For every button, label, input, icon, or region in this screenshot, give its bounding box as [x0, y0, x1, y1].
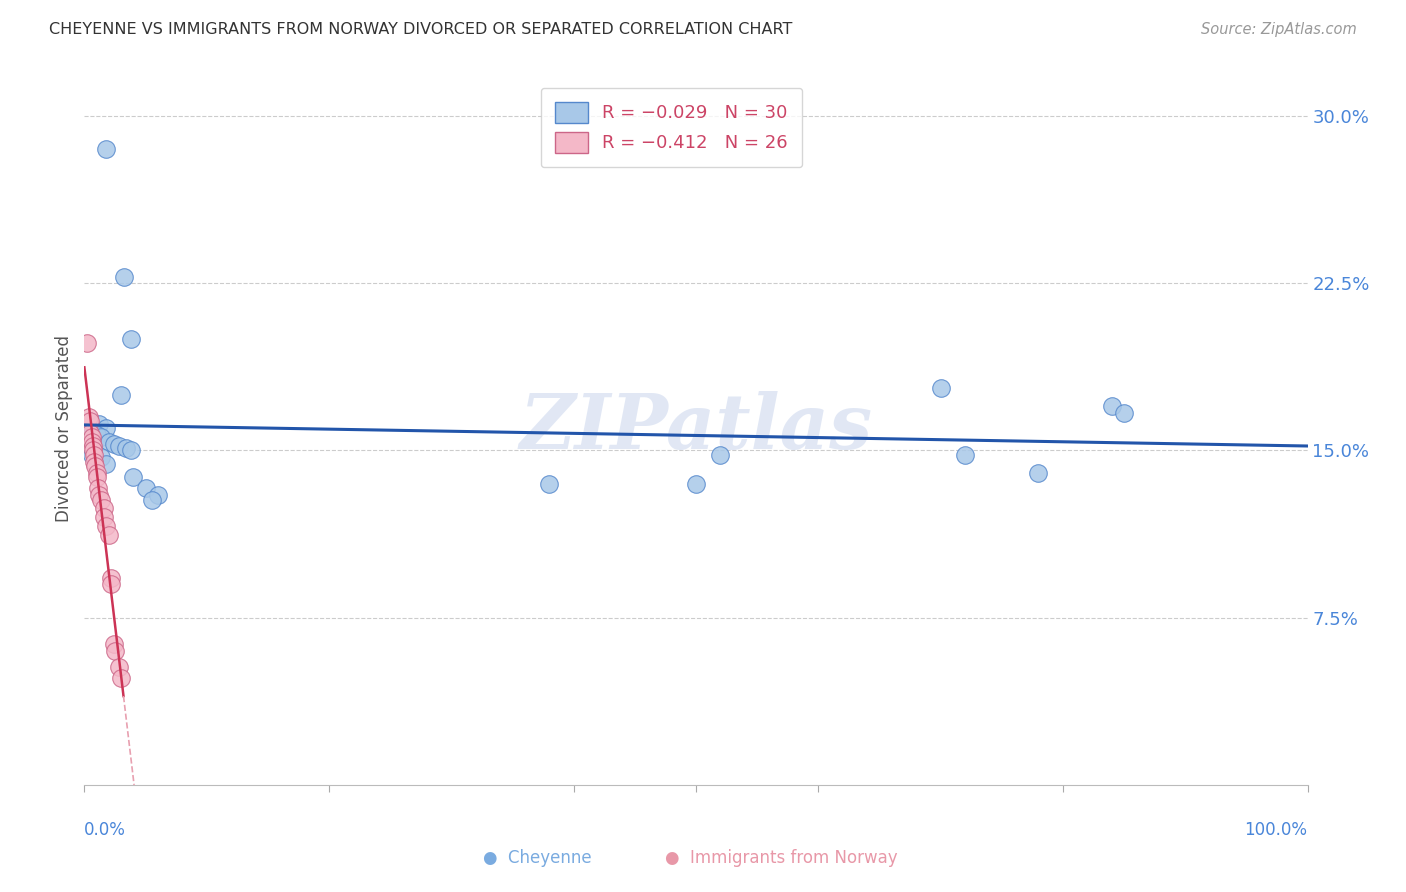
Point: [83, 448, 105, 462]
Point: [93, 510, 115, 524]
Point: [80, 425, 103, 440]
Legend: R = −0.029   N = 30, R = −0.412   N = 26: R = −0.029 N = 30, R = −0.412 N = 26: [541, 87, 803, 167]
Text: 100.0%: 100.0%: [1244, 821, 1308, 838]
Point: [80, 448, 103, 462]
Point: [146, 488, 169, 502]
Point: [685, 476, 707, 491]
Point: [83, 425, 105, 440]
Point: [83, 455, 105, 469]
Point: [87, 488, 110, 502]
Point: [1028, 466, 1050, 480]
Point: [87, 417, 110, 431]
Point: [1101, 399, 1123, 413]
Text: ●  Cheyenne: ● Cheyenne: [482, 849, 592, 867]
Point: [97, 434, 120, 449]
Point: [1114, 405, 1136, 419]
Point: [90, 450, 112, 464]
Point: [107, 439, 129, 453]
Point: [709, 448, 731, 462]
Point: [80, 430, 103, 444]
Text: CHEYENNE VS IMMIGRANTS FROM NORWAY DIVORCED OR SEPARATED CORRELATION CHART: CHEYENNE VS IMMIGRANTS FROM NORWAY DIVOR…: [49, 22, 793, 37]
Point: [82, 439, 104, 453]
Point: [110, 671, 132, 685]
Point: [96, 421, 118, 435]
Point: [104, 644, 127, 658]
Text: 0.0%: 0.0%: [84, 821, 127, 838]
Point: [84, 459, 107, 474]
Point: [538, 476, 561, 491]
Point: [96, 457, 118, 471]
Point: [103, 436, 125, 450]
Point: [87, 482, 110, 496]
Point: [86, 466, 108, 480]
Point: [135, 482, 157, 496]
Point: [929, 381, 952, 395]
Point: [120, 332, 142, 346]
Text: ZIPatlas: ZIPatlas: [519, 392, 873, 465]
Point: [86, 428, 108, 442]
Point: [93, 501, 115, 516]
Point: [120, 443, 142, 458]
Point: [953, 448, 976, 462]
Point: [86, 470, 108, 484]
Point: [82, 443, 104, 458]
Point: [100, 571, 122, 585]
Point: [122, 470, 145, 484]
Point: [103, 637, 125, 651]
Point: [141, 492, 163, 507]
Point: [110, 387, 132, 401]
Point: [96, 519, 118, 533]
Point: [112, 269, 135, 284]
Text: ●  Immigrants from Norway: ● Immigrants from Norway: [665, 849, 898, 867]
Point: [90, 492, 112, 507]
Point: [97, 528, 120, 542]
Point: [79, 425, 101, 440]
Y-axis label: Divorced or Separated: Divorced or Separated: [55, 334, 73, 522]
Point: [79, 414, 101, 429]
Point: [76, 336, 98, 351]
Text: Source: ZipAtlas.com: Source: ZipAtlas.com: [1201, 22, 1357, 37]
Point: [80, 434, 103, 449]
Point: [100, 577, 122, 591]
Point: [77, 410, 100, 425]
Point: [115, 442, 138, 455]
Point: [107, 660, 129, 674]
Point: [96, 143, 118, 157]
Point: [90, 430, 112, 444]
